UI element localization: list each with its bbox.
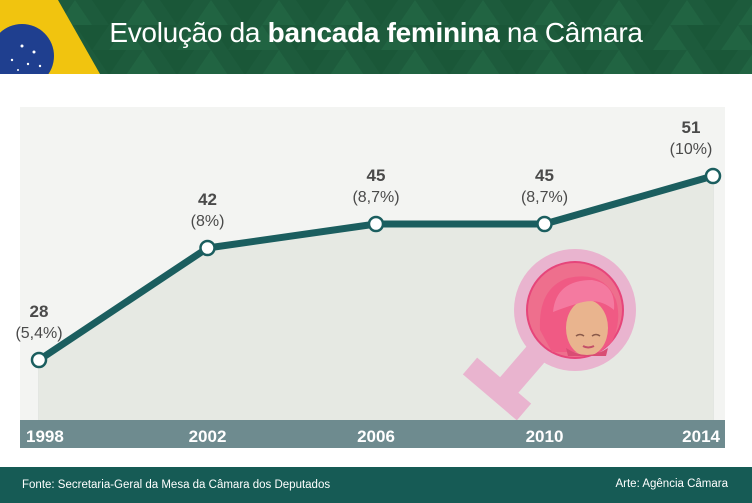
x-tick-label: 1998 bbox=[26, 427, 64, 446]
x-tick-label: 2010 bbox=[526, 427, 564, 446]
value-label: 45 bbox=[535, 166, 554, 185]
x-tick-label: 2006 bbox=[357, 427, 395, 446]
title-part-1: Evolução da bbox=[109, 17, 268, 48]
percent-label: (10%) bbox=[670, 141, 713, 158]
value-label: 42 bbox=[198, 190, 217, 209]
data-point bbox=[30, 351, 48, 369]
chart-area: 1998 2002 2006 2010 2014 28 (5,4%) 42 (8%) 45 (8,… bbox=[15, 107, 725, 448]
data-points bbox=[30, 167, 722, 369]
x-axis-ticks: 1998 2002 2006 2010 2014 bbox=[26, 427, 721, 446]
title-part-3: na Câmara bbox=[499, 17, 643, 48]
x-axis-bar bbox=[20, 420, 725, 448]
source-note: Fonte: Secretaria-Geral da Mesa da Câmar… bbox=[22, 479, 331, 491]
percent-label: (8,7%) bbox=[352, 189, 399, 206]
value-label: 51 bbox=[682, 118, 701, 137]
percent-label: (5,4%) bbox=[15, 325, 62, 342]
value-label: 28 bbox=[30, 302, 49, 321]
data-point bbox=[367, 215, 385, 233]
data-point bbox=[704, 167, 722, 185]
chart-title: Evolução da bancada feminina na Câmara bbox=[0, 17, 752, 49]
data-point bbox=[536, 215, 553, 233]
percent-label: (8%) bbox=[191, 213, 225, 230]
x-tick-label: 2014 bbox=[682, 427, 720, 446]
woman-face-icon bbox=[539, 276, 619, 356]
value-label: 45 bbox=[367, 166, 386, 185]
percent-label: (8,7%) bbox=[521, 189, 568, 206]
x-tick-label: 2002 bbox=[189, 427, 227, 446]
data-point bbox=[199, 239, 216, 257]
footer-bar: Fonte: Secretaria-Geral da Mesa da Câmar… bbox=[0, 467, 752, 503]
brazil-flag-icon bbox=[0, 0, 100, 74]
data-labels: 28 (5,4%) 42 (8%) 45 (8,7%) 45 (8,7%) 51 (10%) bbox=[15, 118, 712, 342]
title-emphasis: bancada feminina bbox=[267, 17, 500, 48]
credit-note: Arte: Agência Câmara bbox=[615, 478, 728, 490]
header-banner: Evolução da bancada feminina na Câmara bbox=[0, 0, 752, 74]
